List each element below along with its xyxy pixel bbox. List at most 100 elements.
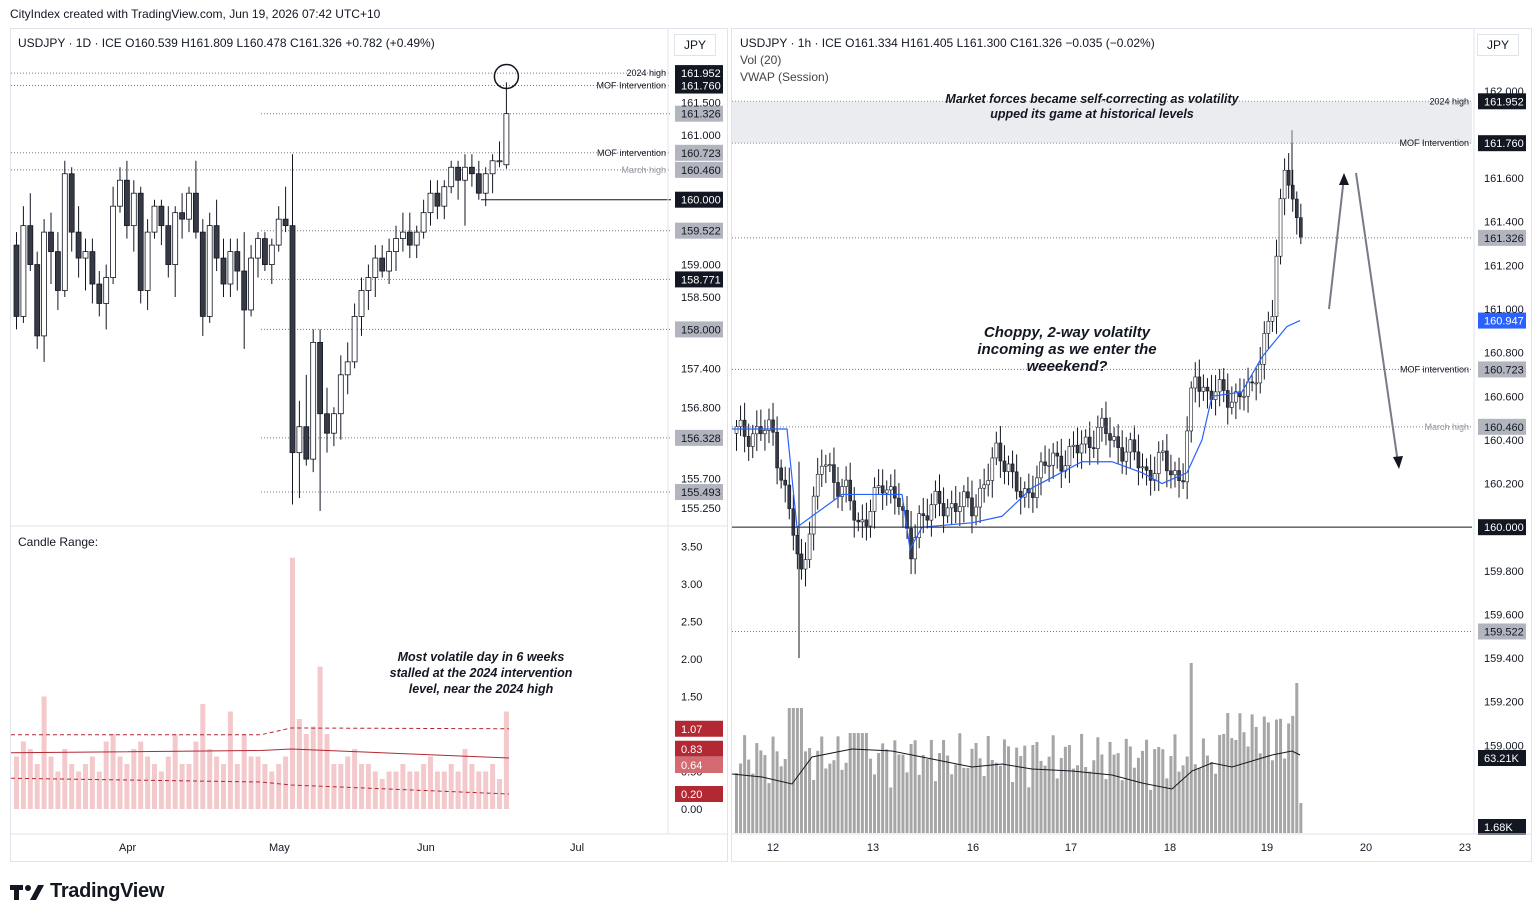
hourly-candle-body <box>759 426 763 435</box>
volume-bar <box>1254 726 1258 833</box>
volume-bar <box>1157 746 1161 833</box>
volume-bar <box>1250 714 1254 833</box>
daily-candle-body <box>34 264 41 337</box>
price-badge-1: 161.760 <box>681 81 721 93</box>
hourly-candle-body <box>1217 379 1222 393</box>
daily-candle-body <box>199 231 206 317</box>
volume-legend: Vol (20) <box>740 53 782 67</box>
volume-bar <box>1161 749 1165 833</box>
volume-bar <box>795 708 799 833</box>
daily-candle-body <box>103 277 110 304</box>
hourly-candle-body <box>1189 387 1194 432</box>
range-bar <box>283 756 289 809</box>
hourly-candle-body <box>1185 430 1189 483</box>
volume-bar <box>998 765 1002 833</box>
volume-bar <box>1222 733 1226 833</box>
hourly-candle-body <box>1014 471 1019 492</box>
volume-bar <box>1047 756 1051 833</box>
hourly-candle-body <box>836 482 840 497</box>
daily-candle-body <box>372 257 379 278</box>
hourly-candle-body <box>1270 316 1275 322</box>
candle-range-title: Candle Range: <box>18 535 99 549</box>
daily-candle-body <box>310 341 317 460</box>
volume-badge-0-bg <box>1478 750 1526 766</box>
volume-bar <box>1189 663 1193 833</box>
hourly-candle-body <box>1132 439 1137 453</box>
daily-candle-body <box>317 341 324 415</box>
zone-note-1: upped its game at historical levels <box>990 107 1194 121</box>
range-upper-band <box>11 727 510 736</box>
hourly-candle-body <box>1112 436 1116 441</box>
daily-candle-body <box>393 238 399 252</box>
hourly-candle-body <box>1144 466 1149 471</box>
hourly-level-text-0: 2024 high <box>1429 96 1469 106</box>
price-badge-6-bg <box>675 222 723 239</box>
volume-bar <box>1287 723 1291 833</box>
range-bar <box>455 771 461 809</box>
range-bar <box>117 756 123 809</box>
tradingview-logo[interactable]: TradingView <box>10 880 164 903</box>
daily-candle-body <box>186 192 192 220</box>
daily-candle-body <box>420 212 427 233</box>
hourly-candle-body <box>978 487 982 508</box>
volume-bar <box>1193 764 1197 833</box>
daily-candle-body <box>330 413 337 434</box>
range-badge-3: 0.20 <box>681 789 702 801</box>
daily-candle-body <box>434 192 441 207</box>
price-badge-2: 161.326 <box>681 109 721 121</box>
price-tick-3: 158.500 <box>681 292 721 304</box>
hourly-candle-body <box>970 497 974 517</box>
hourly-chart-pane[interactable]: USDJPY · 1h · ICE O161.334 H161.405 L161… <box>731 28 1532 862</box>
hourly-candle-body <box>779 467 783 481</box>
hourly-candle-body <box>893 486 897 499</box>
currency-button-left[interactable]: JPY <box>674 34 717 56</box>
range-bar <box>483 771 489 809</box>
range-tick-6: 0.00 <box>681 804 702 816</box>
range-bar <box>248 756 254 809</box>
range-bar <box>338 764 344 809</box>
range-bar <box>145 756 151 809</box>
volume-bar <box>1055 778 1059 833</box>
hourly-candle-body <box>852 500 857 521</box>
hourly-date-tick-0: 12 <box>767 842 779 854</box>
volume-bar <box>994 762 998 833</box>
range-bar <box>158 771 164 809</box>
hourly-price-tick-9: 159.800 <box>1484 566 1524 578</box>
intervention-zone <box>732 101 1472 144</box>
hourly-candle-body <box>884 489 889 494</box>
volume-bar <box>1141 750 1144 833</box>
hourly-candle-body <box>815 474 820 497</box>
hourly-badge-5: 160.460 <box>1484 422 1524 434</box>
range-bar <box>414 771 420 809</box>
volume-bar <box>1112 754 1116 833</box>
hourly-candle-body <box>1156 452 1161 474</box>
volume-bar <box>775 751 779 833</box>
hourly-badge-0-bg <box>1478 93 1526 110</box>
volume-bar <box>1015 747 1019 833</box>
range-bar <box>503 711 509 809</box>
hourly-price-tick-5: 160.800 <box>1484 348 1524 360</box>
volume-badge-0: 63.21K <box>1484 753 1520 765</box>
hourly-candle-body <box>941 503 946 517</box>
daily-chart-svg: 2024 high 161.952 MOF Intervention 161.760 1… <box>11 29 727 854</box>
range-bar <box>490 764 496 809</box>
hourly-candle-body <box>1152 473 1157 481</box>
volume-bar <box>954 764 958 833</box>
range-bar <box>227 711 233 809</box>
daily-candle-body <box>268 244 275 265</box>
range-bar <box>124 764 130 809</box>
hourly-candle-body <box>848 479 852 502</box>
hourly-candle-body <box>1274 255 1279 317</box>
header-attribution: CityIndex created with TradingView.com, … <box>10 7 381 21</box>
hourly-candle-body <box>775 431 779 469</box>
hourly-candle-body <box>1278 198 1283 257</box>
hourly-candle-body <box>958 506 962 512</box>
daily-chart-pane[interactable]: USDJPY · 1D · ICE O160.539 H161.809 L160… <box>10 28 728 862</box>
range-bar <box>152 764 157 809</box>
currency-button-right[interactable]: JPY <box>1477 34 1520 56</box>
hourly-candle-body <box>917 513 921 538</box>
hourly-candle-body <box>860 519 865 523</box>
hourly-candle-body <box>1148 469 1153 481</box>
volume-bar <box>1007 746 1011 833</box>
volume-bar <box>747 759 751 833</box>
